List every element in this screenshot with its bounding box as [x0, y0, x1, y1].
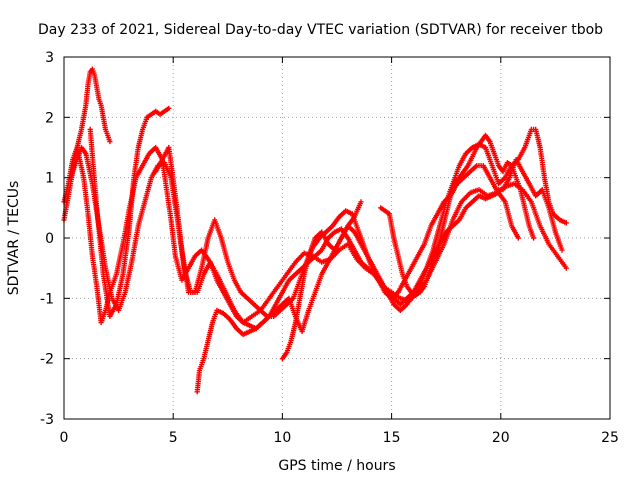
x-tick-label: 0	[60, 430, 69, 446]
x-tick-label: 15	[383, 430, 401, 446]
grid	[64, 57, 610, 419]
x-tick-label: 25	[601, 430, 619, 446]
x-tick-label: 5	[169, 430, 178, 446]
y-tick-label: 2	[45, 110, 54, 126]
x-tick-label: 20	[492, 430, 510, 446]
x-axis-label: GPS time / hours	[278, 458, 395, 474]
y-tick-label: 1	[45, 171, 54, 187]
series-layer	[61, 66, 569, 395]
axis-ticks: 0 5 10 15 20 25 -3 -2 -1 0 1 2 3	[40, 50, 619, 446]
y-tick-label: -3	[40, 412, 54, 428]
y-tick-label: -1	[40, 291, 54, 307]
y-tick-label: -2	[40, 352, 54, 368]
chart-title: Day 233 of 2021, Sidereal Day-to-day VTE…	[38, 22, 603, 38]
data-series-track-H	[378, 132, 537, 298]
y-axis-label: SDTVAR / TECUs	[6, 181, 22, 296]
x-tick-label: 10	[273, 430, 291, 446]
y-tick-label: 0	[45, 231, 54, 247]
data-series-track-G	[279, 199, 364, 362]
y-tick-label: 3	[45, 50, 54, 66]
